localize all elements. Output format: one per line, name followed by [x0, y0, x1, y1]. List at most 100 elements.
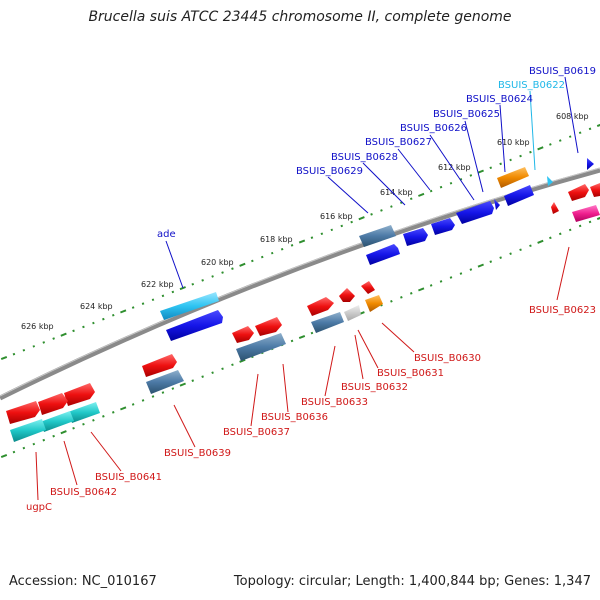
gene-BSUIS_B0623[interactable] — [572, 205, 600, 222]
upper-track-tick — [350, 220, 353, 224]
lower-track-tick — [439, 280, 443, 283]
lower-track-tick — [596, 216, 600, 221]
upper-track-tick — [42, 341, 46, 344]
lower-track-tick — [509, 252, 512, 256]
gene-ugpC-a[interactable] — [6, 401, 40, 424]
lower-track-tick — [459, 272, 463, 275]
lower-track-tick — [429, 284, 433, 287]
upper-track-tick — [191, 282, 195, 286]
gene-BSUIS_B0639[interactable] — [146, 370, 184, 394]
gene-BSUIS_B0642[interactable] — [40, 411, 74, 432]
gene-BSUIS_B0642a[interactable] — [38, 393, 68, 415]
label-BSUIS_B0625[interactable]: BSUIS_B0625 — [433, 109, 500, 120]
tick-label-618: 618 kbp — [260, 235, 293, 244]
gene-BSUIS_B0624[interactable] — [497, 167, 529, 188]
gene-BSUIS_B0641a[interactable] — [64, 383, 95, 406]
gene-BSUIS_B0633[interactable] — [311, 312, 344, 333]
upper-track-tick — [171, 290, 175, 294]
label-ade[interactable]: ade — [157, 229, 176, 240]
lower-track-tick — [549, 236, 552, 240]
lower-track-tick — [211, 371, 214, 375]
gene-BSUIS_B0625b[interactable] — [494, 199, 500, 210]
label-BSUIS_B0626[interactable]: BSUIS_B0626 — [400, 123, 467, 134]
lower-track-tick — [72, 426, 75, 430]
gene-BSUIS_B0639a[interactable] — [142, 354, 177, 377]
leader-BSUIS_B0630 — [381, 322, 415, 353]
gene-ade[interactable] — [160, 292, 219, 320]
lower-track-tick — [141, 399, 145, 402]
gene-BSUIS_B0629a[interactable] — [359, 225, 396, 247]
gene-BSUIS_B0623c[interactable] — [551, 202, 559, 214]
upper-strand-genes — [160, 158, 594, 341]
label-BSUIS_B0627[interactable]: BSUIS_B0627 — [365, 137, 432, 148]
gene-ugpC[interactable] — [10, 419, 46, 442]
label-BSUIS_B0642[interactable]: BSUIS_B0642 — [50, 487, 117, 498]
label-BSUIS_B0622[interactable]: BSUIS_B0622 — [498, 80, 565, 91]
upper-track-tick — [390, 205, 393, 208]
leader-BSUIS_B0636 — [282, 363, 289, 413]
label-ugpC[interactable]: ugpC — [26, 502, 52, 513]
gene-BSUIS_B0629[interactable] — [366, 244, 400, 265]
gene-BSUIS_B0626[interactable] — [456, 201, 494, 224]
scale-tracks — [0, 123, 600, 459]
upper-track-tick — [231, 267, 234, 270]
label-BSUIS_B0631[interactable]: BSUIS_B0631 — [377, 368, 444, 379]
upper-track-tick — [260, 255, 264, 259]
leader-BSUIS_B0622 — [529, 90, 536, 171]
upper-track-tick — [489, 166, 493, 170]
lower-track-tick — [568, 228, 572, 232]
accession-text: Accession: NC_010167 — [9, 574, 157, 589]
gene-BSUIS_B0622[interactable] — [547, 176, 553, 186]
gene-ade-partner[interactable] — [166, 310, 223, 341]
label-BSUIS_B0630[interactable]: BSUIS_B0630 — [414, 353, 481, 364]
gene-BSUIS_B0633a[interactable] — [307, 297, 334, 316]
lower-track-tick — [239, 358, 246, 363]
gene-BSUIS_B0619[interactable] — [587, 158, 594, 170]
lower-track-tick — [400, 296, 403, 299]
label-BSUIS_B0636[interactable]: BSUIS_B0636 — [261, 412, 328, 423]
gene-BSUIS_B0636[interactable] — [236, 333, 286, 361]
gene-BSUIS_B0631[interactable] — [339, 288, 355, 302]
label-BSUIS_B0624[interactable]: BSUIS_B0624 — [466, 94, 533, 105]
gene-BSUIS_B0636a[interactable] — [255, 317, 282, 336]
tick-label-608: 608 kbp — [556, 112, 589, 121]
gene-BSUIS_B0625[interactable] — [504, 185, 534, 206]
leader-BSUIS_B0642 — [63, 440, 78, 486]
gene-BSUIS_B0630b[interactable] — [361, 281, 375, 294]
gene-BSUIS_B0628[interactable] — [403, 228, 428, 246]
label-BSUIS_B0623[interactable]: BSUIS_B0623 — [529, 305, 596, 316]
upper-track-tick — [409, 197, 413, 201]
label-BSUIS_B0632[interactable]: BSUIS_B0632 — [341, 382, 408, 393]
upper-track-tick — [596, 123, 600, 128]
gene-BSUIS_B0623a[interactable] — [568, 184, 589, 201]
label-BSUIS_B0641[interactable]: BSUIS_B0641 — [95, 472, 162, 483]
lower-track-tick — [519, 248, 522, 252]
upper-track-tick — [529, 150, 532, 154]
gene-BSUIS_B0637a[interactable] — [232, 326, 254, 343]
gene-BSUIS_B0623b[interactable] — [590, 183, 600, 197]
label-BSUIS_B0633[interactable]: BSUIS_B0633 — [301, 397, 368, 408]
tick-label-626: 626 kbp — [21, 322, 54, 331]
upper-track-tick — [12, 352, 16, 356]
tick-label-614: 614 kbp — [380, 188, 413, 197]
upper-track-tick — [0, 355, 8, 361]
lower-track-tick — [92, 418, 95, 422]
upper-track-tick — [72, 329, 75, 333]
gene-BSUIS_B0627[interactable] — [431, 218, 455, 235]
label-BSUIS_B0637[interactable]: BSUIS_B0637 — [223, 427, 290, 438]
label-BSUIS_B0629[interactable]: BSUIS_B0629 — [296, 166, 363, 177]
label-BSUIS_B0639[interactable]: BSUIS_B0639 — [164, 448, 231, 459]
gene-BSUIS_B0630[interactable] — [365, 295, 383, 312]
label-BSUIS_B0628[interactable]: BSUIS_B0628 — [331, 152, 398, 163]
leader-BSUIS_B0629 — [327, 176, 369, 214]
lower-track-tick — [201, 375, 204, 378]
lower-track-tick — [298, 334, 306, 340]
upper-track-tick — [290, 244, 294, 247]
gene-BSUIS_B0641[interactable] — [68, 402, 100, 423]
gene-labels: BSUIS_B0619 BSUIS_B0622 BSUIS_B0624 BSUI… — [26, 66, 596, 513]
gene-BSUIS_B0632[interactable] — [344, 305, 361, 321]
lower-track-tick — [588, 220, 592, 224]
lower-track-tick — [409, 292, 413, 295]
upper-track-tick — [370, 213, 373, 216]
label-BSUIS_B0619[interactable]: BSUIS_B0619 — [529, 66, 596, 77]
